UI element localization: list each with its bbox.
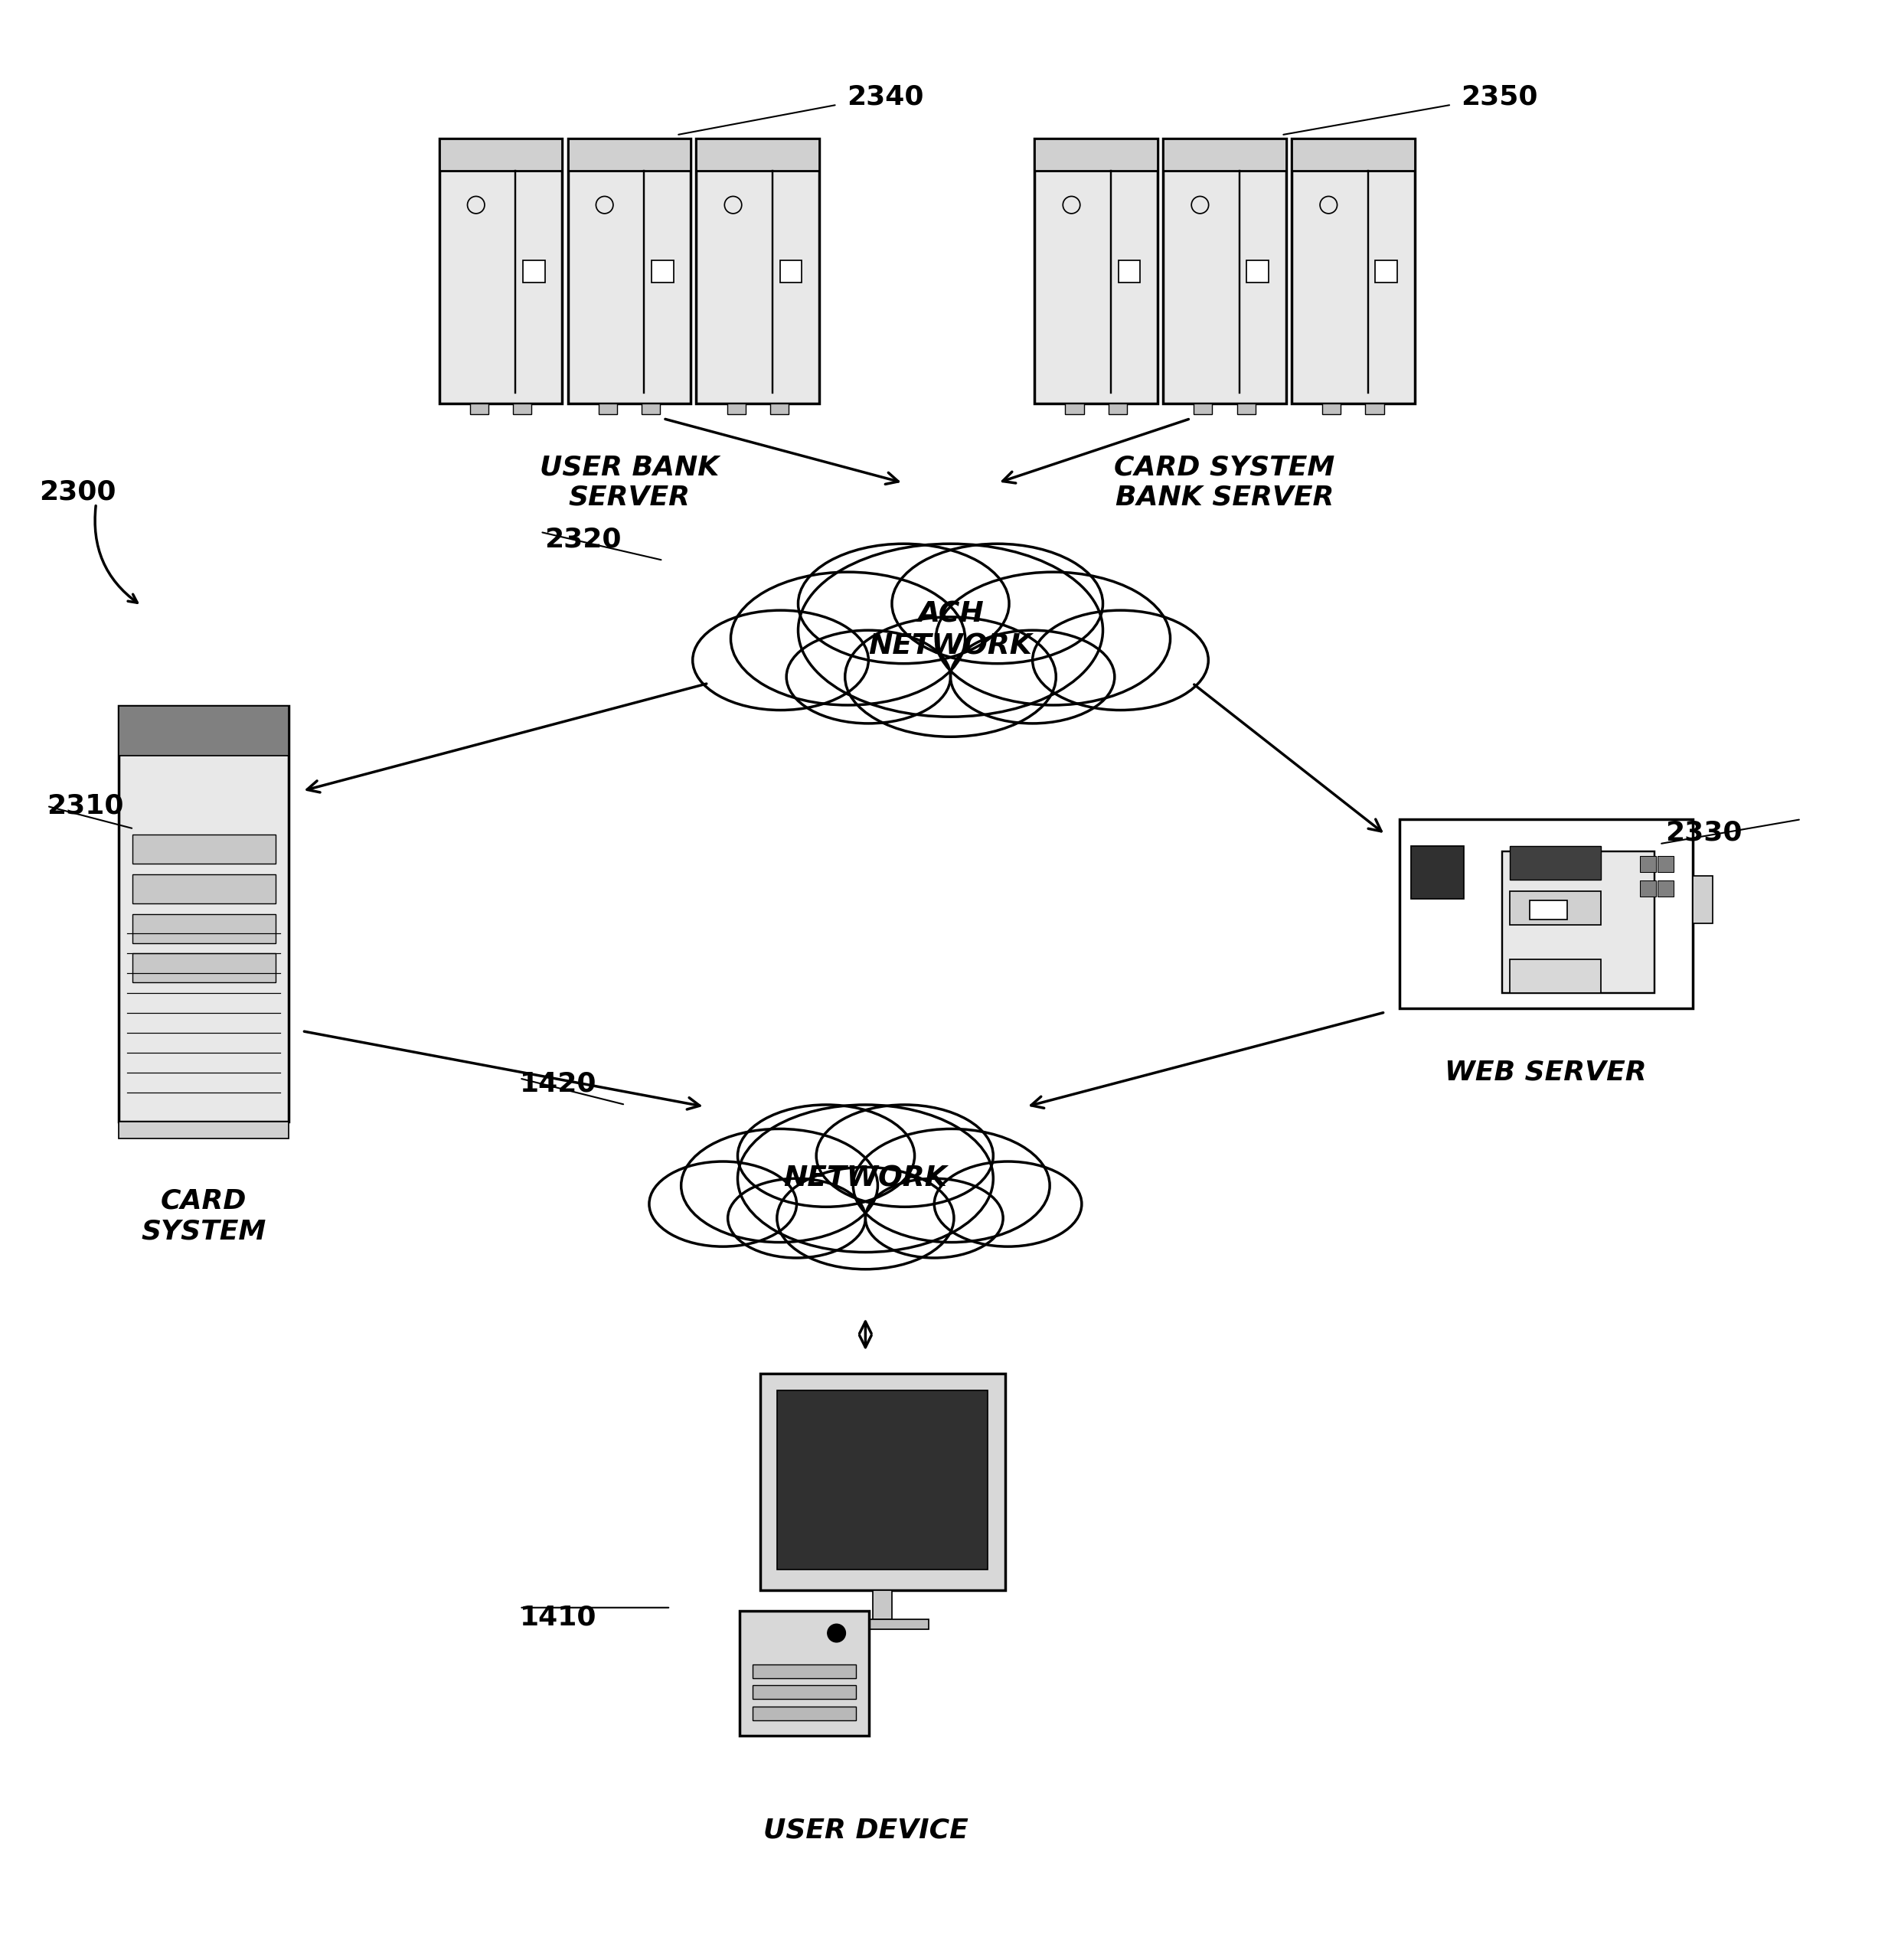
FancyBboxPatch shape [778, 1392, 989, 1570]
FancyBboxPatch shape [1365, 404, 1384, 414]
FancyBboxPatch shape [439, 139, 563, 404]
Ellipse shape [787, 631, 950, 723]
Ellipse shape [681, 1129, 878, 1243]
Text: USER DEVICE: USER DEVICE [762, 1817, 968, 1844]
FancyBboxPatch shape [641, 404, 660, 414]
Text: 2330: 2330 [1665, 819, 1741, 845]
FancyBboxPatch shape [873, 1590, 892, 1619]
FancyBboxPatch shape [1658, 857, 1673, 872]
FancyBboxPatch shape [1509, 847, 1601, 880]
Text: 2340: 2340 [846, 84, 924, 110]
FancyBboxPatch shape [1323, 404, 1340, 414]
Text: 2350: 2350 [1460, 84, 1538, 110]
Text: 2320: 2320 [544, 527, 622, 553]
FancyBboxPatch shape [568, 139, 690, 171]
Ellipse shape [648, 1162, 797, 1247]
Ellipse shape [738, 1105, 914, 1207]
FancyBboxPatch shape [696, 139, 819, 404]
FancyBboxPatch shape [1641, 857, 1656, 872]
FancyBboxPatch shape [118, 706, 289, 1121]
FancyBboxPatch shape [470, 404, 489, 414]
FancyBboxPatch shape [1658, 880, 1673, 898]
FancyBboxPatch shape [739, 1611, 869, 1735]
FancyBboxPatch shape [513, 404, 530, 414]
FancyBboxPatch shape [1163, 139, 1287, 171]
FancyBboxPatch shape [1034, 139, 1158, 404]
FancyBboxPatch shape [753, 1686, 855, 1699]
FancyBboxPatch shape [1530, 900, 1568, 919]
FancyBboxPatch shape [1194, 404, 1213, 414]
FancyBboxPatch shape [1692, 876, 1713, 923]
FancyBboxPatch shape [779, 261, 802, 282]
FancyBboxPatch shape [1065, 404, 1084, 414]
FancyBboxPatch shape [726, 404, 745, 414]
Text: 2310: 2310 [48, 794, 124, 819]
FancyBboxPatch shape [1118, 261, 1141, 282]
Ellipse shape [1032, 610, 1209, 710]
FancyBboxPatch shape [652, 261, 673, 282]
Text: WEB SERVER: WEB SERVER [1445, 1060, 1646, 1086]
FancyBboxPatch shape [1108, 404, 1127, 414]
Ellipse shape [778, 1166, 954, 1270]
FancyBboxPatch shape [760, 1374, 1006, 1590]
Ellipse shape [854, 1129, 1049, 1243]
FancyBboxPatch shape [770, 404, 789, 414]
FancyBboxPatch shape [1238, 404, 1255, 414]
Text: NETWORK: NETWORK [783, 1164, 947, 1192]
FancyBboxPatch shape [753, 1707, 855, 1721]
FancyBboxPatch shape [1291, 139, 1414, 404]
FancyBboxPatch shape [1163, 139, 1287, 404]
FancyBboxPatch shape [1399, 819, 1692, 1007]
Ellipse shape [846, 617, 1055, 737]
FancyBboxPatch shape [1374, 261, 1397, 282]
Text: CARD SYSTEM
BANK SERVER: CARD SYSTEM BANK SERVER [1114, 455, 1335, 512]
Circle shape [827, 1625, 846, 1642]
FancyBboxPatch shape [836, 1619, 930, 1629]
FancyBboxPatch shape [133, 874, 276, 904]
Ellipse shape [935, 572, 1171, 706]
Text: 1420: 1420 [519, 1070, 597, 1098]
Ellipse shape [816, 1105, 992, 1207]
FancyBboxPatch shape [1034, 139, 1158, 171]
Ellipse shape [892, 543, 1103, 664]
FancyBboxPatch shape [1509, 958, 1601, 994]
FancyBboxPatch shape [1291, 139, 1414, 171]
FancyBboxPatch shape [133, 835, 276, 864]
Ellipse shape [738, 1105, 992, 1252]
Text: CARD
SYSTEM: CARD SYSTEM [141, 1188, 266, 1245]
FancyBboxPatch shape [118, 706, 289, 757]
Ellipse shape [933, 1162, 1082, 1247]
Ellipse shape [730, 572, 966, 706]
FancyBboxPatch shape [753, 1664, 855, 1678]
FancyBboxPatch shape [1641, 880, 1656, 898]
FancyBboxPatch shape [1411, 847, 1464, 900]
FancyBboxPatch shape [439, 139, 563, 171]
FancyBboxPatch shape [599, 404, 616, 414]
Text: ACH
NETWORK: ACH NETWORK [869, 600, 1032, 661]
Text: USER BANK
SERVER: USER BANK SERVER [540, 455, 719, 512]
FancyBboxPatch shape [568, 139, 690, 404]
FancyBboxPatch shape [133, 913, 276, 943]
Text: 2300: 2300 [40, 480, 116, 506]
FancyBboxPatch shape [118, 1121, 289, 1139]
Ellipse shape [728, 1178, 865, 1258]
Ellipse shape [798, 543, 1103, 717]
Ellipse shape [865, 1178, 1004, 1258]
Ellipse shape [950, 631, 1114, 723]
FancyBboxPatch shape [523, 261, 546, 282]
FancyBboxPatch shape [133, 953, 276, 982]
Ellipse shape [798, 543, 1009, 664]
FancyBboxPatch shape [1247, 261, 1268, 282]
FancyBboxPatch shape [1502, 851, 1654, 994]
Ellipse shape [692, 610, 869, 710]
FancyBboxPatch shape [1509, 892, 1601, 925]
FancyBboxPatch shape [696, 139, 819, 171]
Text: 1410: 1410 [519, 1603, 597, 1631]
